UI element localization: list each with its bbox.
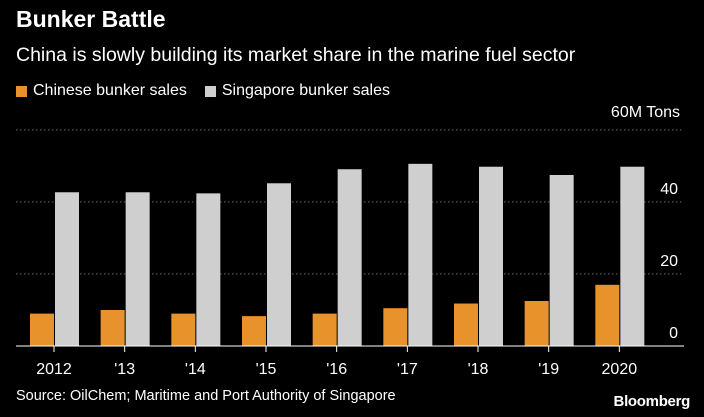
bar-chinese (30, 313, 54, 346)
y-axis-unit-label: 60M Tons (610, 104, 680, 121)
bar-singapore (196, 193, 221, 346)
y-tick-label: 20 (660, 253, 678, 270)
x-tick-label: '18 (468, 361, 489, 378)
legend-swatch-chinese (16, 85, 27, 97)
bar-chinese (454, 303, 478, 346)
legend-label-chinese: Chinese bunker sales (33, 82, 187, 99)
x-tick-label: '14 (185, 361, 206, 378)
bar-chinese (383, 308, 408, 346)
bar-chinese (242, 316, 266, 346)
legend-swatch-singapore (204, 85, 216, 97)
bar-chinese (524, 301, 549, 346)
x-tick-label: 2020 (602, 361, 638, 378)
x-tick-label: 2012 (36, 361, 72, 378)
bar-singapore (267, 183, 291, 346)
y-tick-label: 40 (660, 181, 678, 198)
bar-chinese (312, 313, 337, 346)
legend-label-singapore: Singapore bunker sales (221, 82, 390, 99)
y-tick-label: 0 (669, 325, 678, 342)
source-note: Source: OilChem; Maritime and Port Autho… (16, 388, 396, 404)
brand-logo: Bloomberg (613, 393, 691, 410)
bar-singapore (337, 169, 362, 346)
chart-subtitle: China is slowly building its market shar… (16, 44, 576, 66)
legend: Chinese bunker sales Singapore bunker sa… (16, 82, 408, 100)
chart-title: Bunker Battle (16, 6, 166, 32)
legend-item-singapore: Singapore bunker sales (204, 82, 390, 100)
bar-singapore (55, 192, 79, 346)
bar-chinese (100, 310, 125, 346)
x-tick-label: '13 (114, 361, 135, 378)
x-tick-label: '16 (326, 361, 347, 378)
x-tick-label: '17 (397, 361, 418, 378)
bar-singapore (125, 192, 150, 346)
bar-singapore (549, 175, 574, 346)
legend-item-chinese: Chinese bunker sales (16, 82, 187, 100)
bar-chinese (595, 284, 620, 346)
bar-singapore (620, 166, 645, 346)
bar-singapore (479, 166, 503, 346)
bar-chinese (171, 313, 196, 346)
bar-singapore (408, 163, 433, 346)
x-tick-label: '19 (538, 361, 559, 378)
x-tick-label: '15 (256, 361, 277, 378)
